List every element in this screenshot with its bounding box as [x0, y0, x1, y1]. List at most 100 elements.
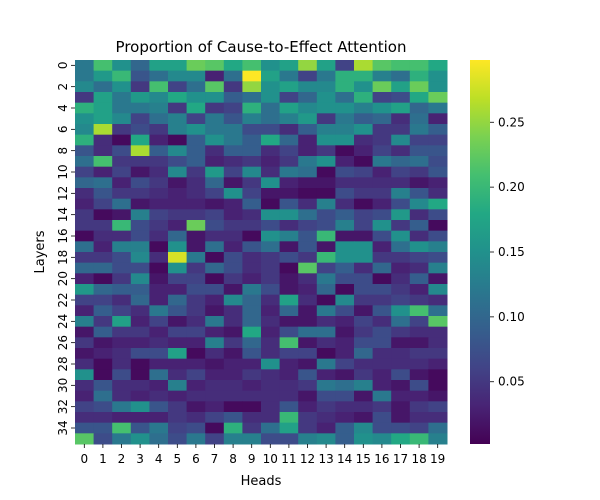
heatmap-cell	[298, 198, 318, 210]
heatmap-cell	[130, 188, 150, 200]
heatmap-cell	[186, 198, 206, 210]
heatmap-cell	[279, 124, 299, 136]
heatmap-cell	[261, 326, 281, 338]
heatmap-cell	[428, 60, 448, 72]
heatmap-cell	[391, 326, 411, 338]
heatmap-cell	[149, 390, 169, 402]
heatmap-cell	[149, 102, 169, 114]
heatmap-cell	[428, 81, 448, 93]
heatmap-cell	[316, 273, 336, 285]
chart-title: Proportion of Cause-to-Effect Attention	[116, 38, 407, 56]
heatmap-cell	[391, 209, 411, 221]
heatmap-cell	[279, 369, 299, 381]
heatmap-cell	[168, 433, 188, 445]
heatmap-cell	[186, 401, 206, 413]
heatmap-cell	[372, 348, 392, 360]
heatmap-cell	[223, 102, 243, 114]
heatmap-cell	[261, 422, 281, 434]
heatmap-cell	[391, 241, 411, 253]
heatmap-cell	[75, 262, 95, 274]
heatmap-cell	[354, 92, 374, 104]
heatmap-cell	[372, 305, 392, 317]
y-tick-label: 34	[56, 420, 70, 435]
heatmap-cell	[316, 113, 336, 125]
heatmap-cell	[316, 358, 336, 370]
heatmap-cell	[149, 145, 169, 157]
heatmap-cell	[186, 305, 206, 317]
heatmap-cell	[242, 198, 262, 210]
heatmap-cell	[298, 422, 318, 434]
x-tick-label: 11	[281, 452, 296, 466]
heatmap-cell	[242, 348, 262, 360]
heatmap-cell	[428, 145, 448, 157]
heatmap-cell	[391, 273, 411, 285]
heatmap-cell	[112, 60, 132, 72]
heatmap-cell	[75, 134, 95, 146]
heatmap-cell	[316, 422, 336, 434]
heatmap-cell	[112, 81, 132, 93]
heatmap-cell	[168, 273, 188, 285]
heatmap-cell	[149, 284, 169, 296]
heatmap-cell	[112, 326, 132, 338]
heatmap-cell	[409, 134, 429, 146]
heatmap-cell	[316, 326, 336, 338]
heatmap-cell	[149, 188, 169, 200]
heatmap-cell	[223, 81, 243, 93]
heatmap-cell	[428, 252, 448, 264]
heatmap-cell	[354, 209, 374, 221]
heatmap-cell	[391, 390, 411, 402]
heatmap-cell	[75, 422, 95, 434]
heatmap-cell	[186, 316, 206, 328]
heatmap-cell	[298, 433, 318, 445]
heatmap-cell	[205, 113, 225, 125]
heatmap-cell	[298, 177, 318, 189]
heatmap-cell	[130, 390, 150, 402]
heatmap-cell	[205, 230, 225, 242]
heatmap-cell	[223, 145, 243, 157]
heatmap-cell	[298, 262, 318, 274]
heatmap-cell	[354, 124, 374, 136]
heatmap-cell	[354, 241, 374, 253]
heatmap-cell	[409, 273, 429, 285]
heatmap-cell	[354, 177, 374, 189]
heatmap-cell	[335, 252, 355, 264]
heatmap-cell	[372, 358, 392, 370]
heatmap-cell	[335, 113, 355, 125]
x-tick-label: 6	[192, 452, 200, 466]
heatmap-cell	[298, 273, 318, 285]
heatmap-cell	[93, 412, 113, 424]
colorbar-tick-label: 0.25	[498, 115, 525, 129]
heatmap-cell	[391, 124, 411, 136]
heatmap-cell	[428, 92, 448, 104]
heatmap-cell	[75, 390, 95, 402]
heatmap-cell	[112, 241, 132, 253]
heatmap-cell	[261, 188, 281, 200]
heatmap-cell	[223, 433, 243, 445]
x-tick-label: 8	[229, 452, 237, 466]
heatmap-cell	[205, 262, 225, 274]
heatmap-cell	[298, 60, 318, 72]
heatmap-cell	[372, 70, 392, 82]
heatmap-cell	[112, 124, 132, 136]
heatmap-cell	[298, 380, 318, 392]
y-tick-label: 30	[56, 378, 70, 393]
heatmap-cell	[428, 166, 448, 178]
heatmap-cell	[242, 284, 262, 296]
heatmap-cell	[205, 166, 225, 178]
heatmap-cell	[205, 70, 225, 82]
heatmap-cell	[335, 188, 355, 200]
heatmap-cell	[261, 81, 281, 93]
heatmap-cell	[391, 294, 411, 306]
heatmap-cell	[261, 358, 281, 370]
heatmap-cell	[205, 294, 225, 306]
heatmap-cell	[316, 70, 336, 82]
heatmap-cell	[112, 230, 132, 242]
heatmap-cell	[130, 209, 150, 221]
heatmap-cell	[130, 369, 150, 381]
heatmap-cell	[75, 198, 95, 210]
heatmap-cell	[149, 177, 169, 189]
heatmap-cell	[242, 230, 262, 242]
heatmap-cell	[428, 337, 448, 349]
heatmap-cell	[335, 230, 355, 242]
